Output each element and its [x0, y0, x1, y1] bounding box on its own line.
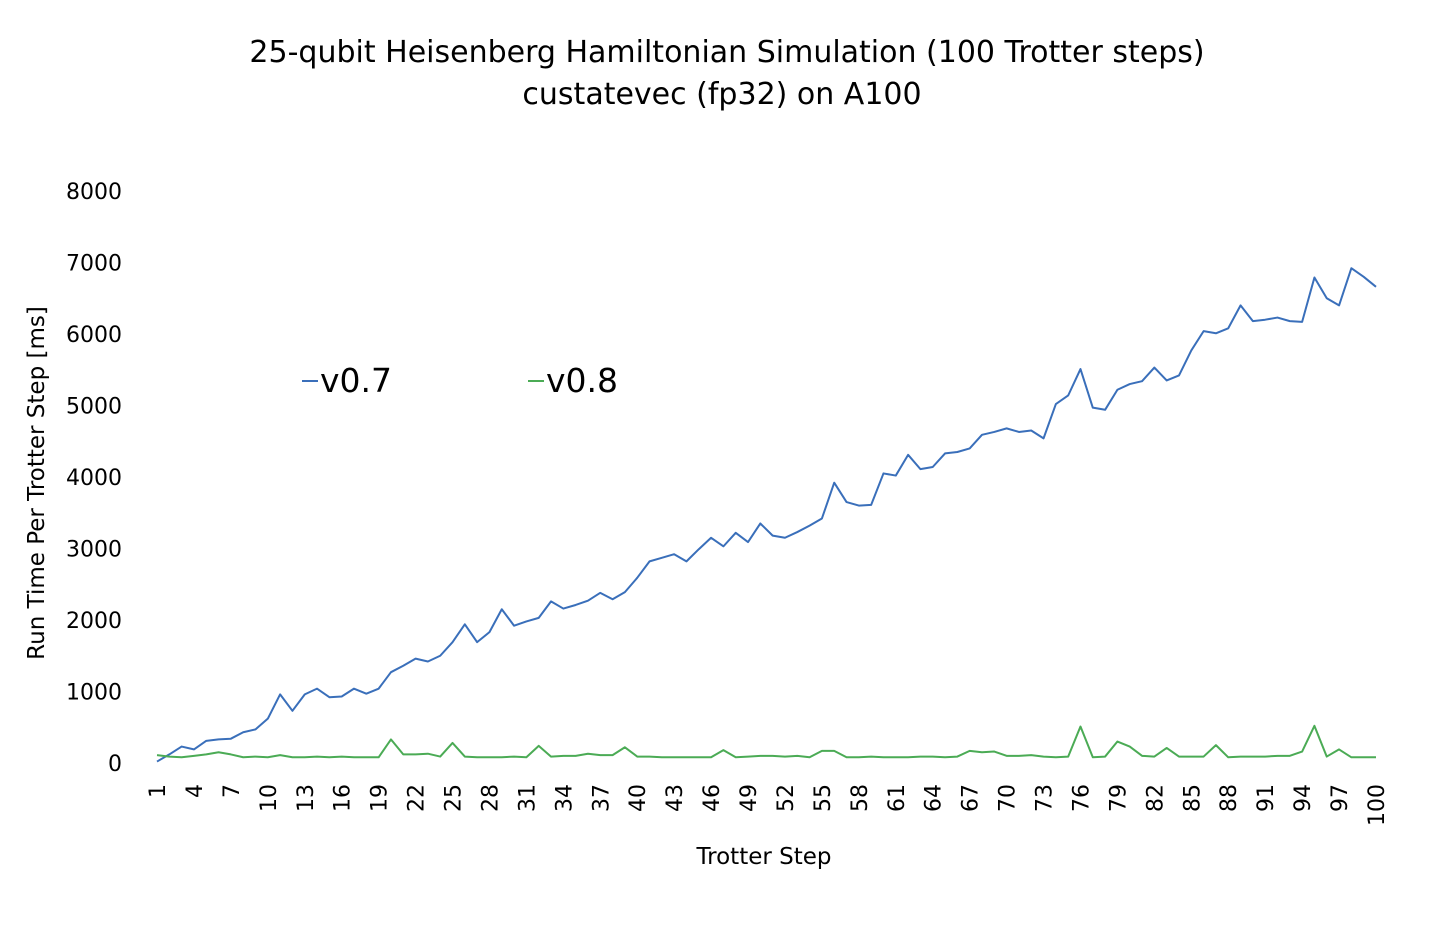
y-tick-label: 7000	[66, 252, 122, 277]
x-tick-label: 1	[146, 784, 171, 798]
y-tick-label: 6000	[66, 323, 122, 348]
x-tick-label: 7	[220, 784, 245, 798]
x-tick-label: 10	[257, 784, 282, 812]
x-tick-label: 70	[996, 784, 1021, 812]
x-tick-label: 34	[552, 784, 577, 812]
x-axis-title: Trotter Step	[695, 844, 831, 870]
x-tick-label: 37	[589, 784, 614, 812]
y-tick-label: 8000	[66, 180, 122, 205]
x-tick-label: 22	[405, 784, 430, 812]
plot-area	[156, 267, 1377, 763]
series-line-v0-7	[156, 267, 1377, 763]
x-tick-label: 67	[959, 784, 984, 812]
x-tick-label: 79	[1106, 784, 1131, 812]
x-tick-label: 88	[1217, 784, 1242, 812]
x-tick-label: 73	[1033, 784, 1058, 812]
x-tick-label: 25	[442, 784, 467, 812]
x-tick-label: 61	[885, 784, 910, 812]
x-tick-label: 94	[1291, 784, 1316, 812]
chart-subtitle: custatevec (fp32) on A100	[522, 77, 921, 112]
x-axis: 1 4 7 10 13 16 19 22 25 28 31 34 37 40 43 46 49 52 55 58 61 6…	[146, 784, 1390, 826]
x-tick-label: 97	[1328, 784, 1353, 812]
y-tick-label: 2000	[66, 609, 122, 634]
x-tick-label: 85	[1180, 784, 1205, 812]
x-tick-label: 40	[626, 784, 651, 812]
y-tick-label: 1000	[66, 681, 122, 706]
x-tick-label: 58	[848, 784, 873, 812]
x-tick-label: 64	[922, 784, 947, 812]
legend-label-v0-7: v0.7	[320, 361, 392, 400]
x-tick-label: 28	[478, 784, 503, 812]
x-tick-label: 91	[1254, 784, 1279, 812]
x-tick-label: 43	[663, 784, 688, 812]
x-tick-label: 49	[737, 784, 762, 812]
y-axis-title: Run Time Per Trotter Step [ms]	[24, 306, 50, 660]
y-tick-label: 5000	[66, 395, 122, 420]
y-tick-label: 3000	[66, 538, 122, 563]
x-tick-label: 82	[1143, 784, 1168, 812]
x-tick-label: 31	[515, 784, 540, 812]
x-tick-label: 19	[368, 784, 393, 812]
chart-title: 25-qubit Heisenberg Hamiltonian Simulati…	[249, 35, 1204, 70]
legend-item-v0-7[interactable]: v0.7	[302, 361, 392, 400]
x-tick-label: 55	[811, 784, 836, 812]
x-tick-label: 100	[1365, 784, 1390, 826]
x-tick-label: 16	[331, 784, 356, 812]
x-tick-label: 46	[700, 784, 725, 812]
legend: v0.7 v0.8	[302, 361, 618, 400]
x-tick-label: 52	[774, 784, 799, 812]
x-tick-label: 4	[183, 784, 208, 798]
y-axis: 0 1000 2000 3000 4000 5000 6000 7000 8000	[66, 180, 122, 777]
series-line-v0-8	[156, 724, 1376, 759]
legend-item-v0-8[interactable]: v0.8	[528, 361, 618, 400]
legend-label-v0-8: v0.8	[546, 361, 618, 400]
x-tick-label: 13	[294, 784, 319, 812]
x-tick-label: 76	[1069, 784, 1094, 812]
y-tick-label: 4000	[66, 466, 122, 491]
y-tick-label: 0	[108, 752, 122, 777]
